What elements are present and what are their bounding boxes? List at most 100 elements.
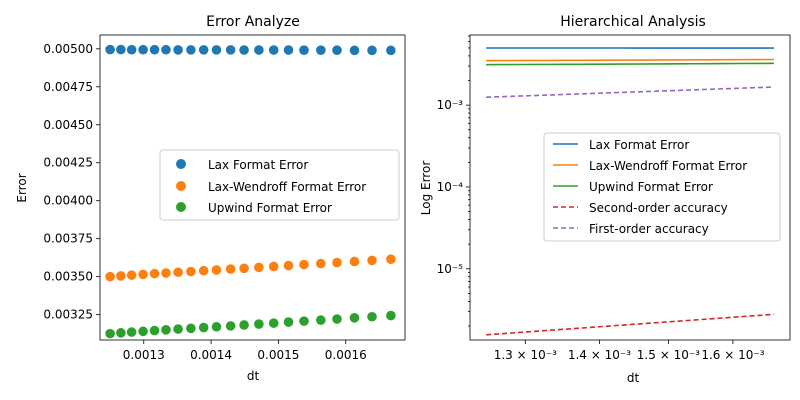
- x-tick-label: 0.0014: [190, 348, 232, 362]
- data-point: [299, 259, 309, 270]
- series-line: [486, 62, 774, 66]
- data-point: [173, 45, 183, 55]
- x-tick-label: 1.4 × 10⁻³: [568, 348, 631, 362]
- data-point: [211, 321, 222, 332]
- data-point: [254, 45, 264, 55]
- data-point: [173, 324, 183, 334]
- data-point: [138, 269, 148, 280]
- chart-title: Hierarchical Analysis: [560, 14, 706, 30]
- y-axis: 0.00325 0.00350 0.00375 0.00400 0.00425 0.004…: [43, 42, 100, 322]
- legend-label-lax: Lax Format Error: [208, 158, 308, 172]
- data-point: [283, 317, 294, 327]
- data-point: [186, 266, 196, 277]
- data-point: [283, 260, 294, 271]
- data-point: [239, 320, 249, 330]
- data-point: [105, 328, 115, 339]
- plot-area: [105, 44, 396, 339]
- series-first-order-accuracy: [486, 86, 774, 99]
- data-point: [116, 271, 126, 281]
- series-upwind-format-error: [486, 62, 774, 66]
- data-point: [225, 264, 236, 274]
- x-axis-label: dt: [247, 369, 260, 383]
- data-point: [198, 265, 209, 276]
- legend-label-lax: Lax Format Error: [589, 138, 689, 152]
- series-lax-wendroff-format-error: [105, 254, 396, 282]
- y-tick-label: 0.00500: [43, 42, 93, 56]
- x-axis-label: dt: [627, 371, 640, 385]
- data-point: [225, 321, 236, 331]
- y-tick-label: 0.00425: [43, 156, 93, 170]
- data-point: [173, 267, 183, 278]
- series-line: [486, 86, 774, 99]
- chart-title: Error Analyze: [206, 14, 300, 30]
- y-axis-label: Log Error: [419, 161, 433, 216]
- y-tick-label: 0.00475: [43, 80, 93, 94]
- series-lax-wendroff-format-error: [486, 58, 774, 62]
- data-point: [126, 327, 137, 337]
- legend-frame: [543, 132, 781, 242]
- data-point: [349, 256, 360, 267]
- legend-label-lax-wendroff: Lax-Wendroff Format Error: [589, 159, 747, 173]
- data-point: [211, 265, 222, 275]
- data-point: [268, 45, 279, 55]
- data-point: [211, 45, 222, 55]
- y-axis-label: Error: [15, 173, 29, 202]
- legend-label-upwind: Upwind Format Error: [208, 201, 332, 215]
- data-point: [316, 45, 326, 55]
- legend-label-lax-wendroff: Lax-Wendroff Format Error: [208, 180, 366, 194]
- series-second-order-accuracy: [486, 313, 774, 336]
- x-tick-label: 1.6 × 10⁻³: [701, 348, 764, 362]
- y-axis: 10⁻⁵ 10⁻⁴ 10⁻³: [437, 35, 470, 327]
- error-analyze-chart: Error Analyze 0.0013 0.0014 0.0015 0.0016 0…: [15, 14, 406, 383]
- data-point: [386, 254, 396, 264]
- data-point: [161, 325, 171, 335]
- data-point: [332, 257, 342, 268]
- data-point: [268, 318, 279, 328]
- data-point: [186, 323, 196, 334]
- legend-label-upwind: Upwind Format Error: [589, 180, 713, 194]
- data-point: [254, 319, 264, 329]
- legend-label-first-order: First-order accuracy: [589, 222, 709, 236]
- series-lax-format-error: [105, 44, 396, 56]
- data-point: [198, 45, 209, 55]
- data-point: [116, 44, 126, 55]
- data-point: [138, 44, 148, 55]
- x-axis: 0.0013 0.0014 0.0015 0.0016: [123, 340, 367, 362]
- data-point: [198, 322, 209, 333]
- data-point: [283, 45, 294, 55]
- legend-frame: [159, 149, 400, 221]
- series-upwind-format-error: [105, 310, 396, 339]
- data-point: [239, 263, 249, 274]
- y-tick-label: 0.00325: [43, 308, 93, 322]
- data-point: [332, 314, 342, 324]
- x-tick-label: 0.0015: [257, 348, 299, 362]
- data-point: [161, 44, 171, 55]
- data-point: [386, 310, 396, 321]
- x-tick-label: 1.3 × 10⁻³: [494, 348, 557, 362]
- data-point: [367, 45, 377, 56]
- data-point: [126, 270, 137, 280]
- y-tick-label: 10⁻⁴: [437, 180, 464, 194]
- data-point: [149, 325, 160, 336]
- legend-marker-upwind: [176, 202, 186, 212]
- y-tick-label: 10⁻⁵: [437, 262, 464, 276]
- data-point: [386, 45, 396, 56]
- y-tick-label: 0.00375: [43, 232, 93, 246]
- series-line: [486, 58, 774, 62]
- data-point: [349, 313, 360, 323]
- hierarchical-analysis-chart: Hierarchical Analysis 1.3 × 10⁻³ 1.4 × 10…: [419, 14, 791, 385]
- x-tick-label: 1.5 × 10⁻³: [637, 348, 700, 362]
- data-point: [105, 271, 115, 282]
- y-tick-label: 0.00350: [43, 270, 93, 284]
- data-point: [254, 262, 264, 273]
- x-tick-label: 0.0013: [123, 348, 165, 362]
- data-point: [367, 311, 377, 322]
- legend-label-second-order: Second-order accuracy: [589, 201, 728, 215]
- plot-frame: [469, 34, 791, 341]
- data-point: [225, 45, 236, 55]
- data-point: [138, 326, 148, 337]
- data-point: [332, 45, 342, 55]
- data-point: [316, 315, 326, 325]
- y-tick-label: 10⁻³: [437, 98, 464, 112]
